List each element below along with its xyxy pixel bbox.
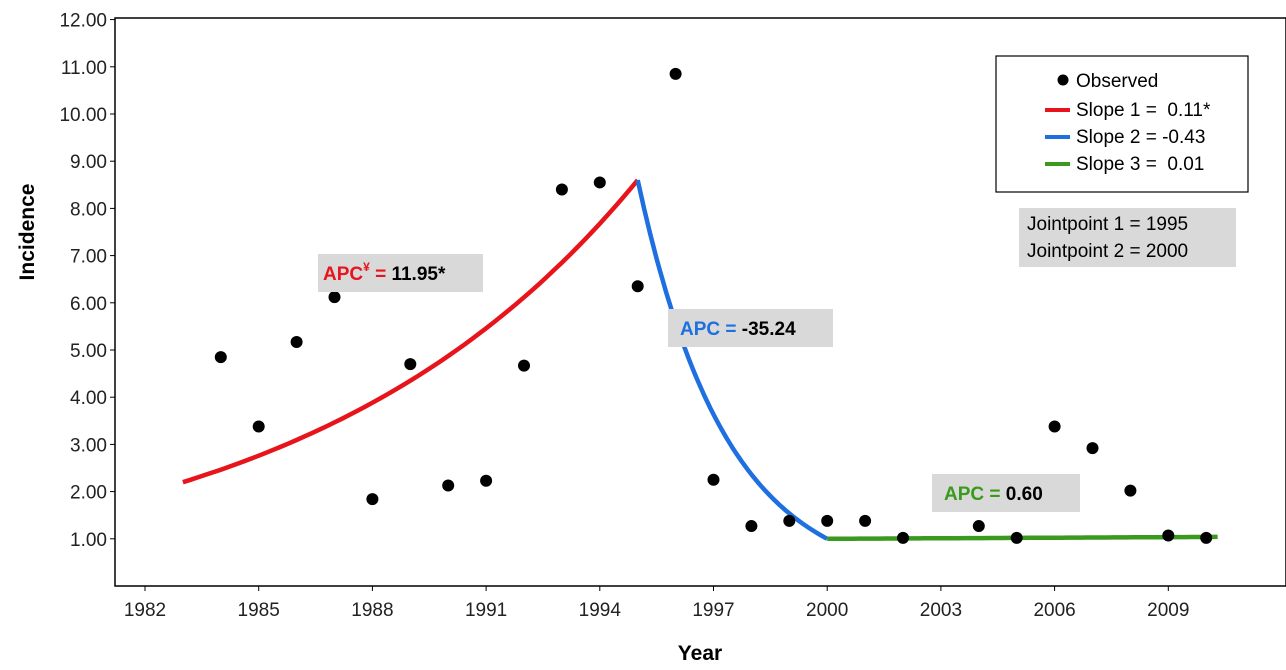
x-tick-label: 2006 — [1033, 600, 1075, 621]
y-tick-label: 5.00 — [70, 341, 107, 362]
y-tick-label: 12.00 — [59, 11, 107, 32]
x-tick-label: 1991 — [465, 600, 507, 621]
apc1-value: 11.95* — [391, 264, 445, 285]
legend-slope1-label: Slope 1 = 0.11* — [1076, 100, 1211, 121]
observed-point — [252, 420, 265, 433]
apc1-prefix: APC — [323, 264, 363, 285]
apc1-label: APC¥ = 11.95* — [323, 260, 446, 285]
observed-point — [707, 473, 720, 486]
jointpoint-annotation: Jointpoint 1 = 1995 Jointpoint 2 = 2000 — [1019, 208, 1236, 267]
apc2-value: -35.24 — [742, 319, 796, 340]
observed-point — [328, 291, 341, 304]
observed-point — [1124, 484, 1137, 497]
y-tick-label: 8.00 — [70, 199, 107, 220]
x-tick-label: 1997 — [692, 600, 734, 621]
observed-point — [859, 514, 872, 527]
observed-points — [214, 67, 1213, 544]
observed-point — [821, 514, 834, 527]
apc3-value: 0.60 — [1006, 484, 1043, 505]
legend-observed-label: Observed — [1076, 71, 1158, 92]
y-tick-label: 11.00 — [61, 58, 107, 79]
observed-point — [745, 520, 758, 533]
observed-point — [555, 183, 568, 196]
apc1-annotation-bg — [318, 254, 483, 292]
apc3-prefix: APC = — [944, 484, 1006, 505]
observed-point — [897, 531, 909, 544]
x-tick-label: 1988 — [351, 600, 393, 621]
apc1-superscript: ¥ — [363, 260, 370, 274]
jointpoint-annotation-bg — [1019, 208, 1236, 267]
apc2-annotation: APC = -35.24 — [668, 309, 833, 347]
x-tick-label: 2000 — [806, 600, 848, 621]
observed-point — [1048, 420, 1061, 433]
x-tick-label: 2003 — [920, 600, 962, 621]
plot-frame — [114, 17, 1286, 587]
observed-point — [1200, 531, 1213, 544]
apc3-annotation: APC = 0.60 — [932, 474, 1080, 512]
observed-point — [593, 176, 606, 189]
observed-point — [631, 280, 644, 293]
legend-observed-marker — [1057, 74, 1069, 86]
jointpoint2-label: Jointpoint 2 = 2000 — [1027, 241, 1188, 262]
apc2-annotation-bg — [668, 309, 833, 347]
y-tick-label: 7.00 — [70, 247, 107, 268]
observed-point — [290, 335, 303, 348]
apc2-label: APC = -35.24 — [680, 319, 796, 340]
jointpoint1-label: Jointpoint 1 = 1995 — [1027, 214, 1188, 235]
y-tick-label: 3.00 — [70, 435, 107, 456]
observed-point — [480, 474, 493, 487]
legend-slope3-label: Slope 3 = 0.01 — [1076, 154, 1204, 175]
observed-point — [669, 67, 682, 80]
fit-line-slope-2 — [635, 179, 829, 541]
x-axis-ticks: 1982 1985 1988 1991 1994 1997 2000 2003 2006 2009 — [124, 586, 1189, 621]
apc3-label: APC = 0.60 — [944, 484, 1043, 505]
observed-point — [366, 493, 379, 506]
apc1-annotation: APC¥ = 11.95* — [318, 254, 483, 292]
observed-point — [1010, 531, 1023, 544]
y-tick-label: 1.00 — [70, 530, 107, 551]
observed-point — [404, 358, 417, 371]
observed-point — [518, 359, 530, 372]
observed-point — [1086, 442, 1099, 455]
x-tick-label: 1994 — [579, 600, 622, 621]
x-tick-label: 1985 — [238, 600, 280, 621]
y-axis-ticks: 1.00 2.00 3.00 4.00 5.00 6.00 7.00 8.00 9.00 10.0… — [59, 11, 115, 551]
apc3-annotation-bg — [932, 474, 1080, 512]
observed-point — [214, 351, 227, 364]
observed-point — [783, 514, 796, 527]
y-tick-label: 6.00 — [70, 294, 107, 315]
observed-point — [972, 520, 985, 533]
y-tick-label: 9.00 — [70, 152, 107, 173]
legend: Observed Slope 1 = 0.11* Slope 2 = -0.43… — [995, 55, 1249, 193]
x-axis-title: Year — [678, 642, 722, 665]
apc2-prefix: APC = — [680, 319, 742, 340]
y-tick-label: 10.00 — [59, 105, 107, 126]
y-tick-label: 2.00 — [70, 483, 107, 504]
observed-point — [1162, 529, 1175, 542]
x-tick-label: 1982 — [124, 600, 166, 621]
x-tick-label: 2009 — [1147, 600, 1189, 621]
legend-slope2-label: Slope 2 = -0.43 — [1076, 127, 1205, 148]
observed-point — [442, 479, 455, 492]
y-tick-label: 4.00 — [70, 388, 107, 409]
apc1-equals: = — [370, 264, 392, 285]
y-axis-title: Incidence — [16, 184, 39, 281]
legend-box — [995, 55, 1249, 193]
fit-line-slope-1 — [182, 178, 640, 485]
